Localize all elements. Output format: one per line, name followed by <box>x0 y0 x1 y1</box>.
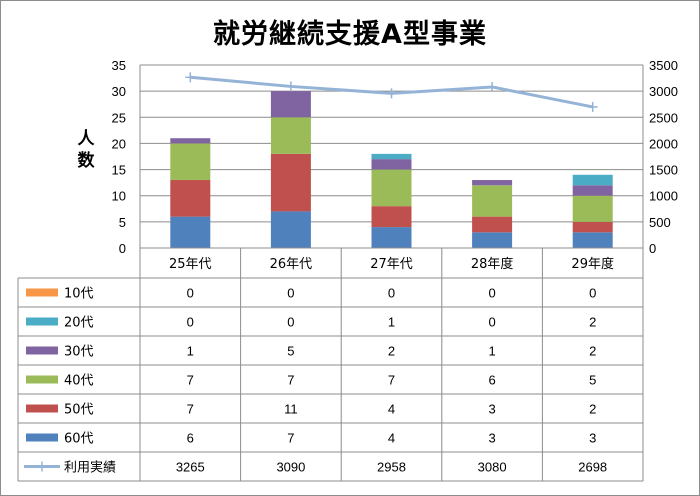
bar-segment <box>270 153 311 212</box>
legend-label: 30代 <box>64 345 94 360</box>
x-tick-label: 25年代 <box>169 257 212 272</box>
bar-segment <box>270 211 311 248</box>
y2-tick-label: 3500 <box>649 58 678 73</box>
table-cell-value: 0 <box>388 286 395 301</box>
bar-segment <box>371 159 412 170</box>
y-tick-label: 0 <box>119 241 126 256</box>
y2-tick-label: 1500 <box>649 163 678 178</box>
bar-segment <box>170 143 211 181</box>
bar-segment <box>170 138 211 144</box>
table-cell-value: 11 <box>284 402 298 417</box>
x-tick-label: 27年代 <box>370 257 413 272</box>
table-cell-value: 0 <box>589 286 596 301</box>
y-tick-label: 5 <box>119 215 126 230</box>
y-tick-label: 10 <box>112 189 126 204</box>
bar-segment <box>170 180 211 217</box>
table-cell-value: 6 <box>187 431 194 446</box>
legend-swatch <box>26 404 58 413</box>
legend-swatch <box>26 288 58 297</box>
y-axis-label-char-2: 数 <box>77 151 95 171</box>
bar-segment <box>472 180 513 186</box>
bar-segment <box>170 216 211 248</box>
bar-segment <box>572 185 613 196</box>
table-cell-value: 3 <box>488 431 495 446</box>
table-cell-value: 2 <box>589 315 596 330</box>
table-cell-value: 0 <box>287 315 294 330</box>
table-cell-value: 4 <box>388 402 395 417</box>
table-cell-value: 0 <box>488 315 495 330</box>
table-cell-value: 0 <box>488 286 495 301</box>
bar-segment <box>572 174 613 186</box>
bar-segment <box>572 221 613 233</box>
bar-segment <box>472 232 513 248</box>
bar-segment <box>371 206 412 228</box>
table-cell-value: 3080 <box>478 460 507 475</box>
legend-swatch <box>26 375 58 384</box>
y2-tick-label: 2000 <box>649 136 678 151</box>
bar-segment <box>371 169 412 207</box>
table-cell-value: 2 <box>589 402 596 417</box>
y-axis-label: 人 数 <box>76 128 96 172</box>
table-cell-value: 0 <box>187 286 194 301</box>
y-axis-label-char-1: 人 <box>77 129 95 149</box>
table-cell-value: 7 <box>388 373 395 388</box>
legend-label: 60代 <box>64 432 94 447</box>
table-cell-value: 5 <box>287 344 294 359</box>
table-cell-value: 3090 <box>276 460 305 475</box>
bar-segment <box>270 91 311 118</box>
y-tick-label: 20 <box>112 136 126 151</box>
y2-tick-label: 1000 <box>649 189 678 204</box>
table-cell-value: 0 <box>287 286 294 301</box>
bar-segment <box>472 216 513 233</box>
table-cell-value: 3 <box>488 402 495 417</box>
table-cell-value: 2 <box>589 344 596 359</box>
legend-swatch <box>26 317 58 326</box>
legend-label: 10代 <box>64 287 94 302</box>
table-cell-value: 2698 <box>578 460 607 475</box>
table-cell-value: 3 <box>589 431 596 446</box>
table-cell-value: 1 <box>488 344 495 359</box>
y-tick-label: 25 <box>112 110 126 125</box>
table-cell-value: 4 <box>388 431 395 446</box>
table-cell-value: 2958 <box>377 460 406 475</box>
y2-tick-label: 2500 <box>649 110 678 125</box>
y2-tick-label: 3000 <box>649 84 678 99</box>
legend-label: 50代 <box>64 403 94 418</box>
bar-segment <box>572 195 613 222</box>
legend-swatch <box>26 433 58 442</box>
table-cell-value: 5 <box>589 373 596 388</box>
legend-label: 20代 <box>64 316 94 331</box>
table-cell-value: 7 <box>287 373 294 388</box>
bar-segment <box>371 227 412 248</box>
bar-segment <box>472 185 513 217</box>
x-tick-label: 29年度 <box>571 256 614 272</box>
table-cell-value: 1 <box>388 315 395 330</box>
table-cell-value: 1 <box>187 344 194 359</box>
table-cell-value: 7 <box>287 431 294 446</box>
bar-segment <box>572 232 613 248</box>
y2-tick-label: 0 <box>649 241 656 256</box>
table-cell-value: 7 <box>187 402 194 417</box>
legend-swatch <box>26 346 58 355</box>
legend-label: 利用実績 <box>64 460 116 476</box>
x-tick-label: 28年度 <box>471 256 514 272</box>
y2-tick-label: 500 <box>649 215 671 230</box>
y-tick-label: 30 <box>112 84 126 99</box>
y-tick-label: 35 <box>112 58 126 73</box>
bar-segment <box>371 153 412 160</box>
bar-segment <box>270 117 311 154</box>
y-tick-label: 15 <box>112 163 126 178</box>
table-cell-value: 2 <box>388 344 395 359</box>
table-cell-value: 3265 <box>176 460 205 475</box>
chart-title: 就労継続支援A型事業 <box>213 19 487 50</box>
table-cell-value: 0 <box>187 315 194 330</box>
x-tick-label: 26年代 <box>270 257 313 272</box>
legend-label: 40代 <box>64 374 94 389</box>
table-cell-value: 7 <box>187 373 194 388</box>
table-cell-value: 6 <box>488 373 495 388</box>
